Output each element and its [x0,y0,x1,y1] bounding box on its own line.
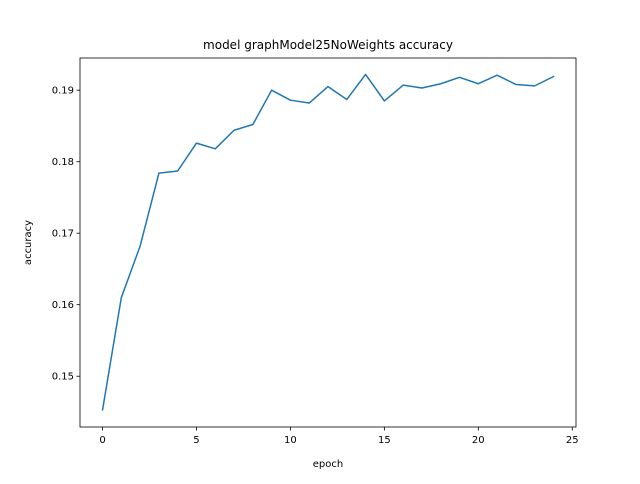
y-tick-label: 0.16 [52,300,74,311]
accuracy-series-line [101,73,555,411]
y-tick-label: 0.17 [52,229,74,240]
y-tick-label: 0.19 [52,86,74,97]
x-tick-label: 15 [378,435,391,446]
x-tick-label: 25 [566,435,579,446]
y-tick-label: 0.15 [52,372,74,383]
y-tick-label: 0.18 [52,157,74,168]
plot-area [101,73,555,411]
x-axis-label: epoch [313,459,343,470]
x-tick-label: 10 [284,435,297,446]
plot-frame [79,57,577,428]
x-tick-label: 20 [472,435,485,446]
x-tick-label: 0 [99,435,105,446]
y-axis-ticks: 0.15 0.16 0.17 0.18 0.19 [52,86,80,383]
chart-title: model graphModel25NoWeights accuracy [203,38,453,52]
y-axis-label: accuracy [23,220,34,265]
x-tick-label: 5 [193,435,199,446]
x-axis-ticks: 0 5 10 15 20 25 [99,427,579,446]
